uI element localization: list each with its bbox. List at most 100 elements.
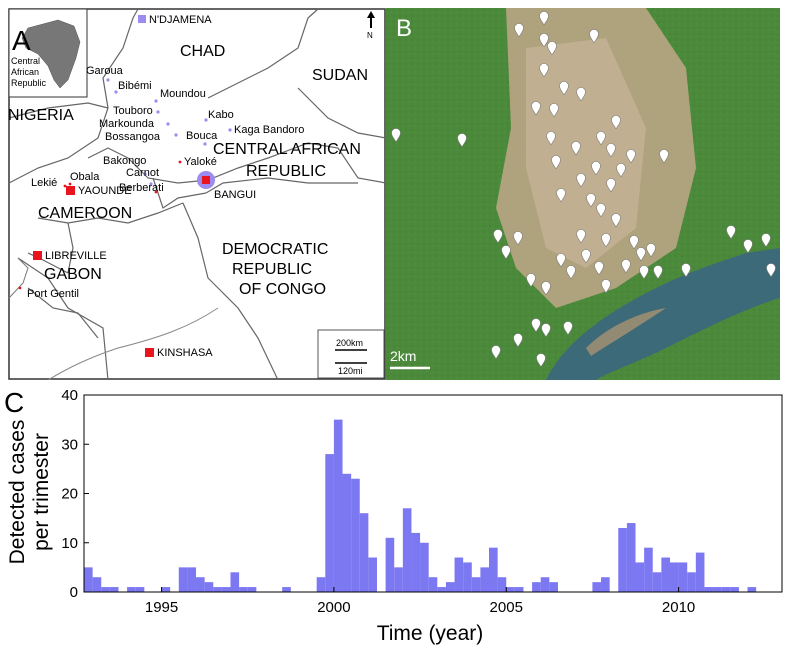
y-tick-label: 0 xyxy=(70,584,78,601)
case-pin-icon xyxy=(586,193,596,208)
bar xyxy=(721,587,731,592)
town-kabo: Kabo xyxy=(208,109,234,121)
case-pin-icon xyxy=(653,265,663,280)
bar xyxy=(669,562,679,592)
case-pin-icon xyxy=(766,263,776,278)
y-axis-label-line1: Detected cases xyxy=(6,420,29,565)
town-garoua: Garoua xyxy=(86,65,124,77)
bar xyxy=(540,577,550,592)
case-pin-icon xyxy=(581,249,591,264)
y-tick-label: 10 xyxy=(61,535,78,552)
town-bibemi: Bibémi xyxy=(118,80,152,92)
bar xyxy=(549,582,558,592)
case-pin-icon xyxy=(639,265,649,280)
case-pin-icon xyxy=(556,188,566,203)
case-pin-icon xyxy=(594,261,604,276)
bar xyxy=(713,587,722,592)
x-tick-label: 2010 xyxy=(662,599,695,616)
bar xyxy=(196,577,205,592)
case-pin-icon xyxy=(547,41,557,56)
bar xyxy=(135,587,145,592)
town-markers-red xyxy=(18,160,182,290)
capital-marker xyxy=(138,15,146,23)
town-port-gentil: Port Gentil xyxy=(27,288,79,300)
bar xyxy=(532,582,541,592)
bars-group xyxy=(84,419,757,592)
case-pin-icon xyxy=(491,345,501,360)
satellite-map: B 2km xyxy=(386,8,780,380)
case-pin-icon xyxy=(576,173,586,188)
country-sudan: SUDAN xyxy=(312,67,368,84)
case-pin-icon xyxy=(589,29,599,44)
case-pin-icon xyxy=(536,353,546,368)
case-pin-icon xyxy=(636,247,646,262)
country-cameroon: CAMEROON xyxy=(38,205,132,222)
bar xyxy=(92,577,102,592)
town-touboro: Touboro xyxy=(113,105,153,117)
town-kaga-bandoro: Kaga Bandoro xyxy=(234,124,304,136)
bar xyxy=(213,587,222,592)
bar xyxy=(428,577,438,592)
north-arrow-icon xyxy=(367,11,375,28)
scale-km: 200km xyxy=(336,338,363,348)
x-axis-label: Time (year) xyxy=(377,622,484,645)
town-lekie: Lekié xyxy=(31,177,57,189)
case-pin-icon xyxy=(539,63,549,78)
country-nigeria: NIGERIA xyxy=(8,107,74,124)
case-pin-icon xyxy=(501,245,511,260)
bar xyxy=(661,557,670,592)
case-pin-icon xyxy=(596,131,606,146)
case-pin-icon xyxy=(621,259,631,274)
bar xyxy=(678,562,688,592)
capital-marker xyxy=(33,251,42,260)
case-pin-icon xyxy=(541,323,551,338)
river-congo xyxy=(47,307,219,380)
case-pin-icon xyxy=(601,279,611,294)
town-yaloke: Yaloké xyxy=(184,156,217,168)
case-pin-icon xyxy=(659,149,669,164)
panel-c-letter: C xyxy=(4,387,24,418)
case-pin-icon xyxy=(531,318,541,333)
capital-marker xyxy=(145,348,154,357)
case-pin-icon xyxy=(616,163,626,178)
bar xyxy=(514,587,524,592)
case-pin-icon xyxy=(726,225,736,240)
town-markounda: Markounda xyxy=(99,118,155,130)
town-obala: Obala xyxy=(70,171,100,183)
town-bossangoa: Bossangoa xyxy=(105,131,161,143)
capital-marker xyxy=(202,176,210,184)
case-pin-icon xyxy=(606,178,616,193)
case-pin-icon xyxy=(391,128,401,143)
case-pin-icon xyxy=(556,253,566,268)
case-pin-icon xyxy=(596,203,606,218)
scale-label-b: 2km xyxy=(390,348,416,364)
bar xyxy=(730,587,739,592)
case-pin-icon xyxy=(761,233,771,248)
bar xyxy=(178,567,188,592)
case-pin-icon xyxy=(539,33,549,48)
case-pin-icon xyxy=(681,263,691,278)
bar xyxy=(316,577,326,592)
panel-b-letter: B xyxy=(396,15,412,42)
country-drc-line1: DEMOCRATIC xyxy=(222,241,328,258)
case-pin-icon xyxy=(626,149,636,164)
bar xyxy=(454,557,464,592)
x-tick-label: 2005 xyxy=(490,599,523,616)
bar xyxy=(187,567,197,592)
bar xyxy=(644,547,653,592)
bar xyxy=(445,582,455,592)
bar xyxy=(359,513,369,592)
town-moundou: Moundou xyxy=(160,88,206,100)
bar xyxy=(635,562,645,592)
bar xyxy=(618,527,627,592)
bar xyxy=(420,542,429,592)
case-pin-icon xyxy=(514,23,524,38)
town-berberati: Berberati xyxy=(119,182,164,194)
case-pin-icon xyxy=(526,273,536,288)
bar xyxy=(497,577,507,592)
case-pin-icon xyxy=(646,243,656,258)
bar xyxy=(695,552,705,592)
bar xyxy=(394,567,403,592)
inset-label-line3: Republic xyxy=(11,78,47,88)
urban-core xyxy=(526,38,646,268)
